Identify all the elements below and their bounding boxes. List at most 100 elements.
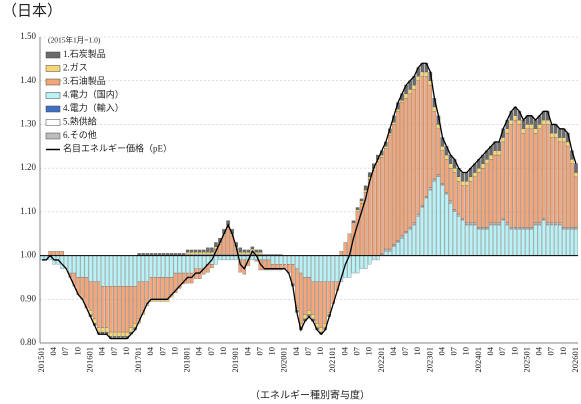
bar-segment — [400, 237, 404, 239]
bar-segment — [485, 159, 489, 164]
legend-label: 6.その他 — [63, 129, 97, 140]
x-tick-label: 10 — [412, 347, 422, 356]
bar-segment — [145, 255, 149, 282]
bar-segment — [388, 250, 392, 252]
bar-segment — [359, 200, 364, 204]
bar-segment — [105, 286, 109, 328]
bar-segment — [416, 213, 420, 216]
bar-segment — [574, 176, 578, 228]
bar-segment — [60, 255, 64, 269]
bar-segment — [295, 255, 299, 269]
y-tick-label: 1.00 — [20, 250, 36, 260]
bar-segment — [465, 181, 469, 186]
bar-segment — [246, 251, 251, 255]
bar-segment — [56, 251, 60, 256]
bar-segment — [537, 224, 542, 256]
y-tick-label: 1.50 — [20, 31, 36, 41]
bar-segment — [465, 185, 469, 223]
bar-segment — [376, 255, 380, 261]
bar-segment — [465, 172, 469, 182]
bar-segment — [384, 248, 388, 251]
bar-segment — [359, 255, 364, 269]
x-tick-label: 10 — [315, 347, 325, 356]
bar-segment — [274, 264, 279, 271]
bar-segment — [501, 220, 505, 256]
bar-segment — [489, 224, 493, 256]
x-tick-label: 10 — [72, 347, 82, 356]
bar-segment — [380, 154, 384, 158]
bar-segment — [355, 211, 360, 256]
bar-segment — [440, 150, 445, 184]
bars — [40, 63, 578, 339]
bar-segment — [465, 222, 469, 225]
bar-segment — [554, 137, 558, 223]
bar-segment — [351, 255, 356, 274]
legend-label: 4.電力（輸入） — [63, 102, 124, 113]
x-tick-label: 10 — [461, 347, 471, 356]
bar-segment — [319, 255, 323, 282]
bar-segment — [278, 264, 283, 271]
chart-title: （日本） — [2, 2, 62, 19]
bar-segment — [388, 251, 392, 256]
bar-segment — [125, 331, 129, 337]
bar-segment — [420, 206, 425, 208]
x-tick-label: 202401 — [473, 347, 483, 373]
bar-segment — [533, 128, 538, 134]
bar-segment — [282, 264, 287, 269]
x-tick-label: 07 — [546, 347, 556, 356]
bar-segment — [396, 111, 400, 241]
bar-segment — [460, 185, 465, 219]
bar-segment — [554, 224, 558, 256]
bar-segment — [558, 141, 562, 223]
bar-segment — [545, 119, 550, 125]
bar-segment — [202, 251, 206, 255]
bar-segment — [477, 172, 481, 228]
bar-segment — [444, 154, 449, 160]
x-tick-label: 04 — [97, 346, 107, 355]
bar-segment — [489, 223, 493, 226]
x-tick-label: 07 — [109, 347, 119, 356]
bar-segment — [428, 84, 433, 188]
bar-segment — [570, 163, 574, 228]
bar-segment — [52, 251, 56, 256]
x-tick-label: 10 — [121, 347, 131, 356]
bar-segment — [299, 272, 303, 324]
x-tick-label: 07 — [60, 347, 70, 356]
bar-segment — [400, 237, 404, 256]
bar-segment — [315, 281, 319, 324]
bar-segment — [436, 174, 441, 177]
bar-segment — [109, 255, 113, 287]
bar-segment — [234, 255, 238, 261]
bar-segment — [533, 119, 538, 129]
bar-segment — [469, 176, 473, 182]
bar-segment — [408, 229, 412, 256]
bar-segment — [92, 255, 97, 282]
bar-segment — [420, 205, 425, 207]
bar-segment — [537, 222, 542, 225]
x-tick-label: 202201 — [376, 347, 386, 373]
bar-segment — [489, 159, 493, 223]
bar-segment — [432, 111, 437, 180]
bar-segment — [121, 255, 125, 287]
x-tick-label: 04 — [339, 346, 349, 355]
bar-segment — [570, 229, 574, 256]
legend-swatch — [45, 105, 61, 113]
legend-swatch — [45, 132, 61, 140]
bar-segment — [384, 250, 388, 252]
bar-segment — [432, 180, 437, 182]
bar-segment — [473, 222, 477, 225]
bar-segment — [408, 93, 412, 228]
bar-segment — [129, 327, 133, 333]
bar-segment — [509, 227, 513, 229]
bar-segment — [266, 259, 271, 271]
bar-segment — [153, 255, 158, 278]
bar-segment — [440, 184, 445, 186]
x-tick-label: 04 — [388, 346, 398, 355]
legend-label: 5.熱供給 — [63, 116, 97, 127]
bar-segment — [181, 272, 186, 285]
bar-segment — [141, 281, 145, 311]
bar-segment — [392, 244, 396, 247]
bar-segment — [533, 133, 538, 223]
bar-segment — [258, 249, 263, 253]
bar-segment — [303, 277, 307, 315]
